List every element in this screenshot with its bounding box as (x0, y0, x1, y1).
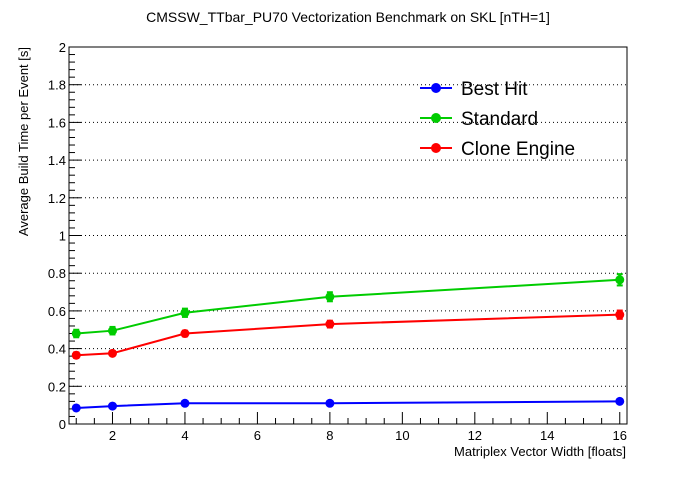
y-axis-title: Average Build Time per Event [s] (16, 47, 31, 236)
y-tick-label: 1.2 (48, 191, 66, 206)
series-group (71, 273, 625, 339)
x-tick-label: 10 (395, 428, 409, 443)
x-tick-label: 8 (326, 428, 333, 443)
legend-swatch-marker (431, 113, 441, 123)
x-tick-label: 16 (613, 428, 627, 443)
axes-layer: 0 0.2 0.4 0.6 0.8 1 1.2 1.4 1.6 1.8 2 2 4 6 8 10 12 14 16 (48, 40, 627, 443)
series-group (71, 396, 625, 413)
y-tick-label: 1.4 (48, 153, 66, 168)
data-point (180, 308, 190, 318)
data-point (71, 403, 81, 413)
legend-label: Standard (461, 109, 538, 130)
series-line (76, 400, 620, 409)
y-tick-label: 0.6 (48, 304, 66, 319)
legend-swatch-marker (431, 83, 441, 93)
legend-label: Clone Engine (461, 139, 575, 160)
legend-label: Best Hit (461, 79, 528, 100)
data-point (180, 329, 190, 339)
series-line (76, 278, 620, 335)
data-point (615, 396, 625, 406)
y-tick-label: 0.8 (48, 266, 66, 281)
legend-swatch-marker (431, 143, 441, 153)
y-tick-label: 0 (59, 417, 66, 432)
y-tick-label: 2 (59, 40, 66, 55)
data-point (325, 398, 335, 408)
grid-layer (69, 84, 627, 387)
data-point (107, 326, 117, 336)
x-axis-title: Matriplex Vector Width [floats] (454, 444, 626, 459)
series-group (71, 309, 625, 360)
x-tick-label: 4 (181, 428, 188, 443)
series-line (76, 313, 620, 357)
data-point (615, 275, 625, 285)
data-point (71, 329, 81, 339)
plot-frame (68, 46, 628, 425)
data-point (180, 398, 190, 408)
chart-title: CMSSW_TTbar_PU70 Vectorization Benchmark… (146, 9, 550, 25)
x-tick-label: 6 (254, 428, 261, 443)
series-layer (71, 273, 625, 413)
data-point (107, 401, 117, 411)
legend: Best Hit Standard Clone Engine (420, 79, 575, 160)
x-tick-label: 2 (109, 428, 116, 443)
y-tick-label: 1.8 (48, 78, 66, 93)
y-tick-label: 0.2 (48, 379, 66, 394)
x-tick-label: 14 (540, 428, 554, 443)
y-tick-label: 1.6 (48, 115, 66, 130)
data-point (615, 310, 625, 320)
data-point (107, 348, 117, 358)
data-point (71, 350, 81, 360)
data-point (325, 319, 335, 329)
data-point (325, 292, 335, 302)
y-tick-label: 1 (59, 229, 66, 244)
x-tick-label: 12 (468, 428, 482, 443)
y-tick-label: 0.4 (48, 342, 66, 357)
